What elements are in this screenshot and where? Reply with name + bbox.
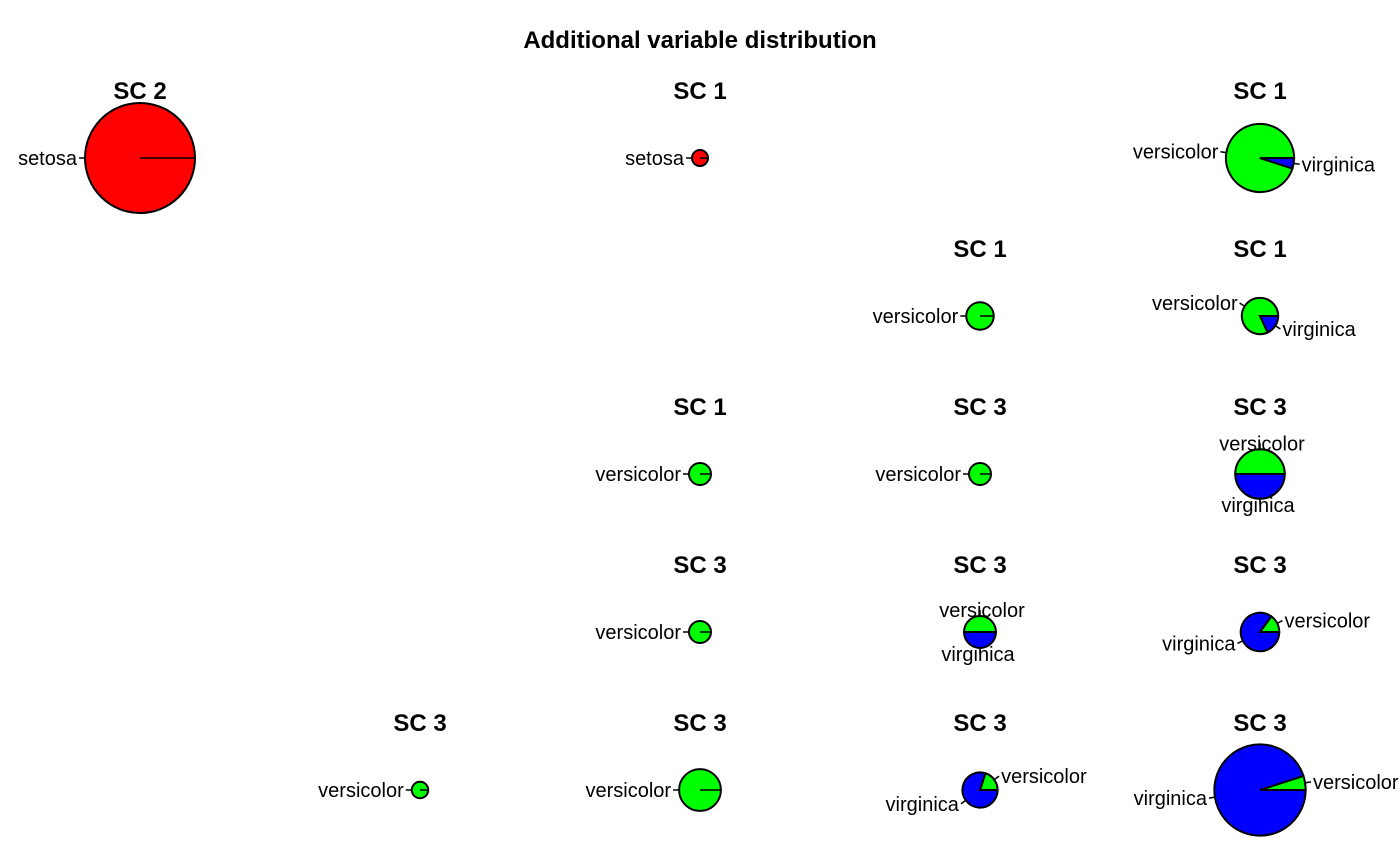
pie-cell-title: SC 3 (1233, 394, 1286, 421)
slice-label: virginica (886, 794, 960, 816)
pie-cell: SC 1 versicolor (595, 394, 727, 486)
pie-slice (1259, 157, 1296, 170)
slice-label: versicolor (873, 306, 959, 328)
slice-label-tick (1208, 796, 1216, 799)
pie-slice (1234, 473, 1286, 500)
slice-label-tick (1293, 162, 1300, 166)
pie-slice (1239, 611, 1281, 653)
pie-cell: SC 3 versicolor virginica (1162, 552, 1370, 655)
pie-cell-title: SC 1 (673, 394, 726, 421)
slice-label-tick (1276, 619, 1283, 624)
slice-label: versicolor (1313, 772, 1399, 794)
pie-cell-title: SC 3 (673, 710, 726, 737)
pie-cell-title: SC 1 (953, 236, 1006, 263)
slice-label-tick (960, 799, 967, 805)
pie-cell: SC 1 versicolor (873, 236, 1007, 331)
slice-label: versicolor (595, 464, 681, 486)
slice-label: versicolor (1001, 766, 1087, 788)
pie-cell-title: SC 3 (393, 710, 446, 737)
pie-cell-title: SC 3 (953, 710, 1006, 737)
pie-slice (1234, 448, 1286, 475)
pie-cell: SC 1 versicolor virginica (1152, 236, 1357, 341)
slice-label: versicolor (1284, 611, 1370, 633)
pie-slice (1213, 743, 1307, 837)
pie-cell-title: SC 3 (953, 552, 1006, 579)
pie-cell: SC 3 versicolor virginica (1134, 710, 1399, 837)
slice-label: virginica (1162, 633, 1236, 655)
pie-cells: SC 2 setosa SC 1 setosa SC 1 versicolor virgin… (18, 78, 1399, 837)
pie-cell-title: SC 2 (113, 78, 166, 105)
pie-cell: SC 1 versicolor virginica (1133, 78, 1376, 194)
slice-label-tick (1237, 640, 1244, 645)
pie-cell-title: SC 3 (1233, 710, 1286, 737)
pie-cell: SC 1 setosa (625, 78, 727, 170)
slice-label: versicolor (595, 622, 681, 644)
pie-cell-title: SC 3 (673, 552, 726, 579)
pie-cell: SC 3 versicolor virginica (886, 710, 1087, 816)
pie-slice (961, 771, 999, 809)
pie-cell-title: SC 1 (1233, 236, 1286, 263)
pie-cell-title: SC 3 (953, 394, 1006, 421)
slice-label: virginica (1282, 319, 1356, 341)
pie-cell-title: SC 3 (1233, 552, 1286, 579)
slice-label: virginica (1134, 788, 1208, 810)
slice-label: versicolor (1152, 293, 1238, 315)
pie-cell: SC 3 versicolor virginica (939, 552, 1025, 666)
slice-label-tick (993, 775, 1000, 781)
slice-label-tick (1304, 781, 1312, 784)
pie-cell: SC 3 versicolor (595, 552, 727, 644)
slice-label: virginica (1302, 154, 1376, 176)
slice-label: setosa (625, 148, 685, 170)
slice-label: versicolor (875, 464, 961, 486)
slice-label: virginica (941, 644, 1015, 666)
slice-label-tick (1274, 325, 1281, 330)
pie-cell: SC 3 versicolor (586, 710, 727, 812)
slice-label: versicolor (318, 780, 404, 802)
pie-cell: SC 3 versicolor virginica (1219, 394, 1305, 517)
pie-cell-title: SC 1 (673, 78, 726, 105)
pie-cell: SC 2 setosa (18, 78, 196, 214)
pie-cell-title: SC 1 (1233, 78, 1286, 105)
slice-label: virginica (1221, 495, 1295, 517)
slice-label: versicolor (1133, 142, 1219, 164)
slice-label-tick (1220, 150, 1227, 154)
pie-cell: SC 3 versicolor (875, 394, 1007, 486)
slice-label: versicolor (586, 780, 672, 802)
chart-title: Additional variable distribution (523, 27, 876, 54)
slice-label: versicolor (1219, 433, 1305, 455)
slice-label: setosa (18, 148, 78, 170)
pie-cell: SC 3 versicolor (318, 710, 447, 802)
slice-label-tick (1239, 302, 1246, 307)
slice-label: versicolor (939, 600, 1025, 622)
